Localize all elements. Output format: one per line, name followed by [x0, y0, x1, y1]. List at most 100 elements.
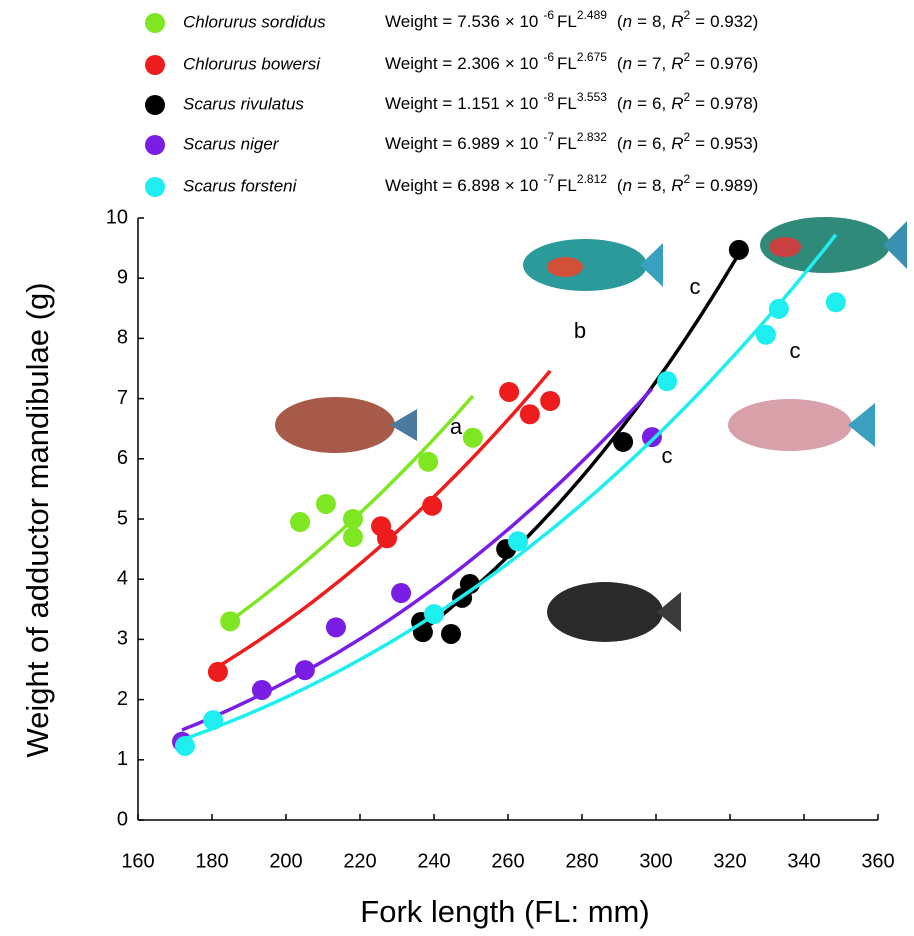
equation-fl: FL	[557, 94, 577, 113]
equation-comma: ,	[661, 176, 666, 195]
equation-exponent: -8	[543, 90, 554, 104]
equation-equals: =	[695, 12, 705, 31]
data-point	[315, 493, 336, 514]
data-point	[507, 531, 528, 552]
equation-n: 8	[652, 12, 661, 31]
legend-marker	[145, 55, 165, 75]
data-point	[825, 292, 846, 313]
y-tick-label: 9	[117, 266, 128, 288]
y-tick-label: 1	[117, 748, 128, 770]
equation-n-label: n	[623, 54, 632, 73]
equation-n-label: n	[623, 94, 632, 113]
data-point	[422, 495, 443, 516]
equation-n: 6	[652, 94, 661, 113]
y-tick-label: 10	[106, 206, 128, 228]
equation-r-label: R	[671, 176, 683, 195]
equation-coefficient: 1.151	[457, 94, 500, 113]
equation-r-label: R	[671, 54, 683, 73]
legend-marker	[145, 13, 165, 33]
equation-r2: 0.932	[710, 12, 753, 31]
data-point	[657, 371, 678, 392]
equation-comma: ,	[661, 94, 666, 113]
legend-label: Chlorurus sordidus	[183, 12, 326, 31]
equation-lhs: Weight =	[385, 12, 452, 31]
equation-paren: (	[617, 176, 623, 195]
equation-equals: =	[637, 134, 647, 153]
data-point	[441, 623, 462, 644]
equation-lhs: Weight =	[385, 54, 452, 73]
data-point	[418, 451, 439, 472]
equation-power: 3.553	[577, 90, 607, 104]
equation-fl: FL	[557, 176, 577, 195]
data-point	[220, 611, 241, 632]
equation-lhs: Weight =	[385, 176, 452, 195]
data-point	[251, 679, 272, 700]
y-tick-label: 2	[117, 688, 128, 710]
curve-annotation: c	[662, 443, 673, 468]
legend-marker	[145, 177, 165, 197]
equation-lhs: Weight =	[385, 94, 452, 113]
legend: Chlorurus sordidus Weight = 7.536 × 10 -6 FL2…	[145, 8, 758, 197]
data-point	[768, 298, 789, 319]
equation-r-square: 2	[683, 172, 690, 186]
equation-exponent: -6	[543, 8, 554, 22]
equation-comma: ,	[661, 134, 666, 153]
equation-times: × 10	[505, 54, 539, 73]
equation-times: × 10	[505, 12, 539, 31]
equation-paren: (	[617, 134, 623, 153]
equation-power: 2.832	[577, 130, 607, 144]
y-tick-label: 4	[117, 567, 128, 589]
legend-equation: Weight = 6.898 × 10 -7 FL2.812 (n = 8, R2 = 0.989)	[385, 172, 758, 195]
equation-paren: (	[617, 94, 623, 113]
data-point	[203, 710, 224, 731]
y-tick-label: 3	[117, 628, 128, 650]
data-point	[391, 583, 412, 604]
equation-r-square: 2	[683, 130, 690, 144]
equation-n: 6	[652, 134, 661, 153]
equation-r-square: 2	[683, 50, 690, 64]
legend-equation: Weight = 6.989 × 10 -7 FL2.832 (n = 6, R2 = 0.953)	[385, 130, 758, 153]
x-tick-label: 200	[269, 850, 302, 872]
equation-fl: FL	[557, 54, 577, 73]
equation-paren: (	[617, 12, 623, 31]
legend-marker	[145, 135, 165, 155]
equation-paren: (	[617, 54, 623, 73]
equation-times: × 10	[505, 176, 539, 195]
equation-exponent: -6	[543, 50, 554, 64]
equation-equals: =	[637, 94, 647, 113]
equation-comma: ,	[661, 54, 666, 73]
equation-comma: ,	[661, 12, 666, 31]
equation-r-label: R	[671, 134, 683, 153]
equation-n: 8	[652, 176, 661, 195]
data-point	[641, 427, 662, 448]
equation-coefficient: 2.306	[457, 54, 500, 73]
equation-times: × 10	[505, 94, 539, 113]
equation-fl: FL	[557, 134, 577, 153]
x-tick-label: 160	[121, 850, 154, 872]
equation-paren: )	[753, 176, 759, 195]
data-point	[174, 735, 195, 756]
x-tick-label: 220	[343, 850, 376, 872]
data-point	[462, 427, 483, 448]
equation-r2: 0.953	[710, 134, 753, 153]
equation-equals: =	[695, 176, 705, 195]
legend-label: Chlorurus bowersi	[183, 54, 321, 73]
equation-paren: )	[753, 12, 759, 31]
legend-label: Scarus niger	[183, 134, 280, 153]
equation-power: 2.812	[577, 172, 607, 186]
curve-annotation: a	[450, 414, 463, 439]
y-tick-label: 8	[117, 327, 128, 349]
legend-marker	[145, 95, 165, 115]
equation-paren: )	[753, 54, 759, 73]
equation-equals: =	[637, 12, 647, 31]
data-point	[424, 604, 444, 625]
equation-equals: =	[695, 94, 705, 113]
equation-times: × 10	[505, 134, 539, 153]
x-tick-label: 280	[565, 850, 598, 872]
equation-r-square: 2	[683, 90, 690, 104]
x-tick-label: 340	[787, 850, 820, 872]
data-point	[294, 660, 315, 681]
y-tick-label: 7	[117, 387, 128, 409]
equation-coefficient: 7.536	[457, 12, 500, 31]
data-point	[499, 381, 520, 402]
